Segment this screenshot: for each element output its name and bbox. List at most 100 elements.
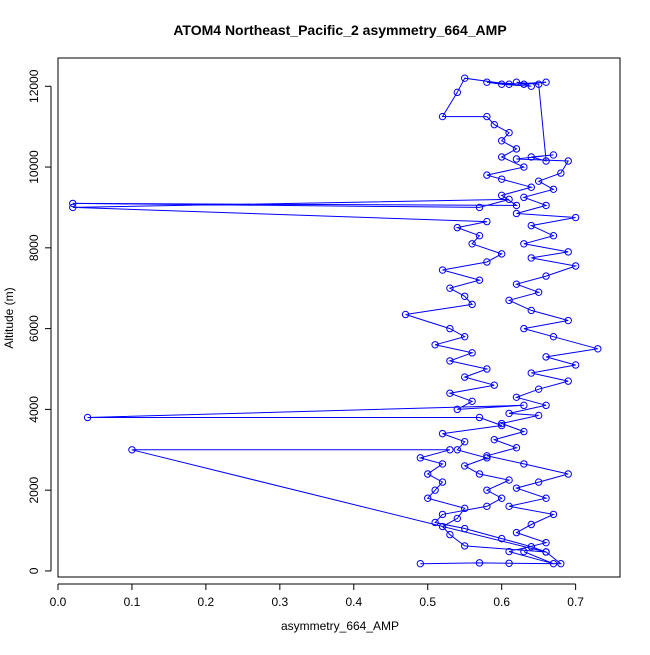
data-point bbox=[497, 153, 506, 161]
data-point bbox=[527, 543, 535, 551]
data-point bbox=[512, 528, 521, 537]
data-point bbox=[438, 429, 447, 438]
data-point bbox=[453, 514, 462, 523]
data-point bbox=[527, 306, 535, 315]
data-point bbox=[461, 332, 469, 341]
data-point bbox=[483, 171, 491, 179]
data-point bbox=[527, 183, 535, 191]
data-point bbox=[542, 401, 550, 410]
data-point bbox=[483, 258, 491, 266]
data-point bbox=[468, 349, 476, 357]
data-point bbox=[549, 559, 558, 568]
data-point bbox=[512, 393, 521, 401]
data-point bbox=[527, 221, 535, 230]
data-point bbox=[475, 413, 484, 422]
data-point bbox=[468, 300, 476, 309]
data-point bbox=[446, 389, 454, 397]
y-tick-label: 2000 bbox=[27, 476, 41, 503]
data-point bbox=[512, 209, 521, 218]
data-point bbox=[468, 397, 476, 406]
data-point bbox=[401, 310, 410, 319]
x-tick-label: 0.3 bbox=[271, 595, 288, 609]
x-tick-label: 0.0 bbox=[50, 595, 67, 609]
data-point bbox=[534, 385, 543, 393]
data-point bbox=[534, 80, 543, 88]
data-point bbox=[69, 199, 77, 208]
data-point bbox=[431, 341, 439, 349]
data-point bbox=[497, 191, 506, 200]
x-tick-label: 0.2 bbox=[198, 595, 215, 609]
data-point bbox=[461, 542, 469, 550]
x-tick-label: 0.4 bbox=[345, 595, 362, 609]
data-point bbox=[505, 502, 513, 511]
chart-title: ATOM4 Northeast_Pacific_2 asymmetry_664_… bbox=[173, 22, 506, 38]
y-tick-label: 0 bbox=[27, 567, 41, 574]
data-point bbox=[446, 324, 454, 333]
data-point bbox=[461, 373, 469, 381]
data-point bbox=[512, 155, 521, 163]
data-point bbox=[483, 486, 491, 494]
data-point bbox=[534, 177, 543, 185]
data-point bbox=[446, 357, 454, 365]
data-point bbox=[461, 292, 469, 300]
data-point bbox=[549, 332, 558, 341]
x-tick-label: 0.1 bbox=[124, 595, 141, 609]
data-point bbox=[512, 484, 521, 492]
data-point bbox=[461, 74, 469, 82]
data-point bbox=[520, 401, 528, 410]
data-point bbox=[424, 470, 432, 478]
data-point bbox=[128, 446, 136, 454]
data-point bbox=[505, 80, 513, 88]
data-point bbox=[461, 437, 469, 446]
data-point bbox=[475, 203, 484, 212]
data-point bbox=[571, 262, 580, 270]
data-point bbox=[534, 478, 543, 486]
series-line bbox=[72, 77, 598, 565]
data-point bbox=[542, 272, 550, 280]
data-point bbox=[542, 157, 550, 165]
data-point bbox=[542, 494, 550, 502]
data-point bbox=[438, 510, 447, 519]
data-point bbox=[497, 250, 506, 258]
data-point bbox=[512, 78, 521, 86]
data-point bbox=[520, 240, 528, 248]
data-point bbox=[534, 288, 543, 296]
x-tick-label: 0.5 bbox=[419, 595, 436, 609]
data-point bbox=[549, 151, 558, 159]
data-point bbox=[557, 559, 565, 568]
data-point bbox=[438, 112, 447, 121]
data-point bbox=[475, 232, 484, 240]
data-point bbox=[594, 345, 602, 353]
y-axis-label: Altitude (m) bbox=[2, 287, 16, 348]
data-point bbox=[461, 524, 469, 533]
data-point bbox=[534, 411, 543, 420]
x-tick-label: 0.6 bbox=[493, 595, 510, 609]
data-point bbox=[483, 112, 491, 121]
y-tick-label: 4000 bbox=[27, 396, 41, 423]
data-point bbox=[438, 522, 447, 531]
data-point bbox=[505, 129, 513, 137]
data-point bbox=[438, 478, 447, 486]
data-point bbox=[571, 361, 580, 369]
data-point bbox=[461, 462, 469, 470]
data-point bbox=[446, 284, 454, 292]
y-tick-label: 8000 bbox=[27, 234, 41, 261]
data-point bbox=[438, 266, 447, 274]
data-point bbox=[483, 78, 491, 86]
data-point bbox=[512, 444, 521, 452]
plot-area-frame bbox=[57, 57, 621, 578]
data-point bbox=[520, 80, 528, 88]
data-point bbox=[497, 80, 506, 88]
y-tick-label: 12000 bbox=[27, 69, 41, 103]
x-tick-label: 0.7 bbox=[567, 595, 584, 609]
data-point bbox=[549, 185, 558, 193]
data-point bbox=[505, 409, 513, 418]
data-point bbox=[542, 78, 550, 86]
data-point bbox=[446, 530, 454, 539]
data-point bbox=[483, 217, 491, 226]
series-layer bbox=[69, 74, 602, 568]
data-point bbox=[424, 494, 432, 502]
data-point bbox=[520, 193, 528, 202]
data-point bbox=[527, 369, 535, 377]
